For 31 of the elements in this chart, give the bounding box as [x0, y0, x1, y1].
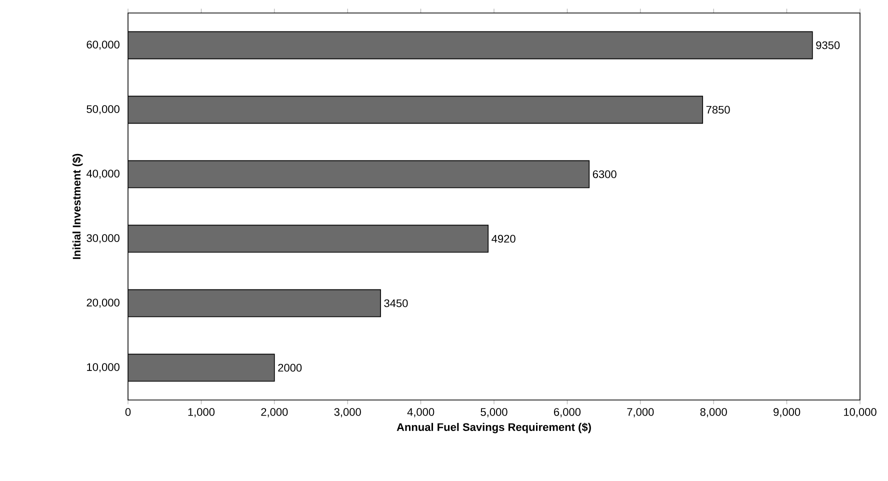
- bar: [128, 160, 590, 188]
- x-tick-label: 3,000: [334, 408, 361, 418]
- bar: [128, 354, 275, 382]
- x-tick-label: 2,000: [261, 408, 288, 418]
- x-tick-label: 1,000: [188, 408, 215, 418]
- y-tick-label: 20,000: [86, 298, 120, 308]
- y-tick-label: 10,000: [87, 363, 120, 372]
- x-tick-label: 9,000: [774, 408, 800, 418]
- x-tick-label: 8,000: [700, 408, 727, 418]
- x-tick-label: 6,000: [554, 408, 581, 418]
- y-tick-label: 50,000: [86, 105, 120, 114]
- x-tick-label: 10,000: [844, 408, 876, 418]
- y-axis-title: Initial Investment ($): [72, 154, 83, 259]
- data-label: 4920: [492, 234, 516, 243]
- x-tick-label: 4,000: [407, 408, 434, 418]
- data-label: 2000: [278, 364, 302, 372]
- x-tick-label: 5,000: [480, 408, 508, 418]
- x-tick-label: 0: [125, 408, 131, 416]
- data-label: 6300: [592, 170, 616, 178]
- y-tick-label: 30,000: [86, 234, 120, 244]
- data-label: 3450: [384, 299, 408, 308]
- x-tick-label: 7,000: [627, 408, 654, 418]
- bar: [128, 31, 813, 60]
- bar: [128, 96, 704, 124]
- y-tick-label: 60,000: [86, 40, 120, 50]
- bar: [128, 224, 489, 253]
- x-axis-title: Annual Fuel Savings Requirement ($): [396, 422, 591, 434]
- bar: [128, 289, 381, 318]
- y-tick-label: 40,000: [86, 170, 120, 179]
- data-label: 7850: [706, 106, 730, 114]
- data-label: 9350: [816, 41, 840, 50]
